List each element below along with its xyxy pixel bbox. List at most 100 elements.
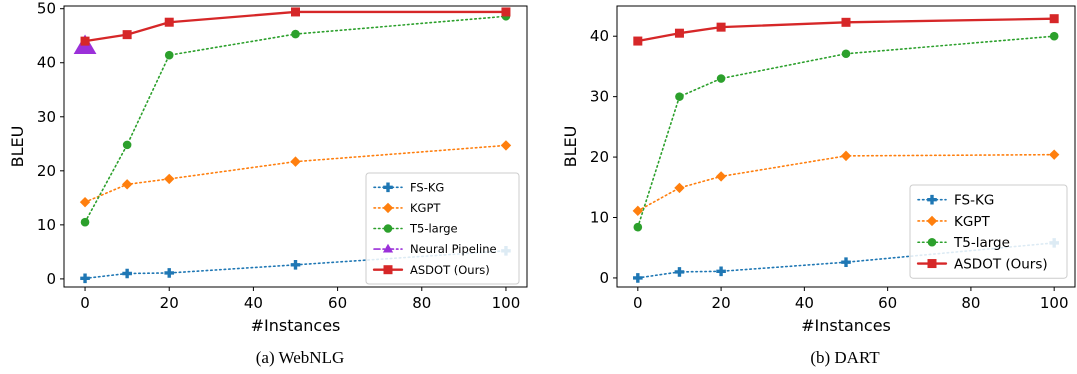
chart-panel-1: 0 20 40 60 80 100 0 10 20 30 40 50 #Instances BLEU (a)… <box>8 0 528 367</box>
data-point-kgpt <box>290 156 301 167</box>
data-point-t5-large <box>716 74 726 83</box>
legend-marker-asdot-ours <box>383 265 393 275</box>
data-point-kgpt <box>632 205 644 217</box>
legend-label: KGPT <box>954 214 990 230</box>
x-axis-label: #Instances <box>251 316 341 335</box>
data-point-fs-kg <box>290 260 301 270</box>
panel-caption: (b) DART <box>810 348 880 367</box>
y-tick-label: 20 <box>37 162 56 180</box>
x-tick-label: 40 <box>244 294 263 312</box>
chart-panel-2: 0 20 40 60 80 100 0 10 20 30 40 #Instances BLEU (b) D… <box>561 5 1076 367</box>
x-tick-label: 80 <box>412 294 431 312</box>
x-tick-label: 20 <box>160 294 179 312</box>
data-point-asdot-ours <box>122 30 132 40</box>
data-point-asdot-ours <box>716 22 726 32</box>
data-point-asdot-ours <box>841 17 851 27</box>
y-tick-label: 0 <box>46 270 56 288</box>
data-point-kgpt <box>79 196 91 208</box>
legend-label: Neural Pipeline <box>410 242 497 256</box>
data-point-kgpt <box>715 171 727 182</box>
y-tick-label: 20 <box>590 148 609 166</box>
series-kgpt <box>79 140 512 208</box>
data-point-fs-kg <box>122 268 132 279</box>
series-t5-large <box>633 31 1059 232</box>
series-line-fs-kg <box>84 249 507 280</box>
data-point-asdot-ours <box>80 36 90 46</box>
data-point-t5-large <box>1049 31 1059 41</box>
legend-marker-asdot-ours <box>927 259 937 269</box>
data-point-fs-kg <box>164 268 175 278</box>
series-asdot-ours <box>633 14 1059 46</box>
series-line-t5-large <box>637 35 1055 228</box>
x-tick-label: 40 <box>795 294 814 312</box>
legend-box <box>365 172 520 285</box>
legend: FS-KG KGPT T5-large ASDOT (Ours) <box>909 184 1068 279</box>
x-tick-label: 0 <box>80 294 90 312</box>
x-tick-label: 20 <box>712 294 731 312</box>
legend-label: FS-KG <box>410 180 444 194</box>
data-point-asdot-ours <box>1049 14 1059 24</box>
data-point-kgpt <box>164 173 175 185</box>
y-tick-label: 40 <box>590 27 609 45</box>
x-tick-label: 100 <box>492 294 521 312</box>
legend-label: ASDOT (Ours) <box>410 263 490 277</box>
legend-marker-fs-kg <box>383 182 393 193</box>
y-tick-label: 40 <box>37 54 56 72</box>
axes-frame <box>616 5 1076 288</box>
legend-label: ASDOT (Ours) <box>954 256 1048 272</box>
legend-label: FS-KG <box>954 193 994 209</box>
data-point-kgpt <box>840 150 852 162</box>
data-point-kgpt <box>1048 149 1060 160</box>
data-point-fs-kg <box>841 257 851 268</box>
legend-marker-t5-large <box>383 224 393 233</box>
panel-caption: (a) WebNLG <box>256 348 344 367</box>
data-point-t5-large <box>164 50 174 60</box>
data-point-fs-kg <box>716 266 726 277</box>
series-asdot-ours <box>80 7 511 46</box>
data-point-t5-large <box>841 49 851 59</box>
legend: FS-KG KGPT T5-large Neural Pipeline ASDOT (O… <box>365 172 520 285</box>
y-tick-label: 30 <box>37 108 56 126</box>
data-point-asdot-ours <box>501 7 511 17</box>
axes-frame <box>63 5 528 288</box>
data-point-t5-large <box>122 140 132 150</box>
series-kgpt <box>632 149 1060 217</box>
legend-marker-fs-kg <box>927 194 937 205</box>
data-point-asdot-ours <box>674 28 684 38</box>
legend-label: T5-large <box>953 235 1010 251</box>
data-point-fs-kg <box>674 267 685 277</box>
data-point-fs-kg <box>80 273 90 284</box>
y-tick-label: 50 <box>37 0 56 18</box>
data-point-kgpt <box>121 179 133 190</box>
x-tick-label: 60 <box>878 294 897 312</box>
data-point-kgpt <box>500 140 512 151</box>
data-point-asdot-ours <box>291 7 300 17</box>
legend-box <box>909 184 1068 279</box>
data-point-fs-kg <box>633 273 643 283</box>
legend-marker-kgpt <box>382 202 394 214</box>
data-point-t5-large <box>291 29 300 39</box>
data-point-asdot-ours <box>633 36 643 46</box>
series-line-t5-large <box>84 15 507 223</box>
x-tick-label: 100 <box>1040 294 1069 312</box>
legend-label: T5-large <box>409 222 458 236</box>
data-point-asdot-ours <box>164 17 174 27</box>
data-point-kgpt <box>674 182 685 194</box>
legend-marker-kgpt <box>926 215 938 227</box>
x-axis-label: #Instances <box>801 316 891 335</box>
y-tick-label: 10 <box>37 216 56 234</box>
x-tick-label: 0 <box>633 294 643 312</box>
y-axis-label: BLEU <box>8 126 27 168</box>
data-point-t5-large <box>675 92 684 101</box>
legend-marker-neural-pipeline <box>382 243 394 253</box>
y-tick-label: 30 <box>590 88 609 106</box>
legend-label: KGPT <box>410 201 441 215</box>
data-point-t5-large <box>633 222 643 232</box>
data-point-t5-large <box>80 217 90 227</box>
y-axis-label: BLEU <box>561 126 580 168</box>
y-tick-label: 10 <box>590 209 609 227</box>
legend-marker-t5-large <box>927 237 937 247</box>
x-tick-label: 60 <box>328 294 347 312</box>
y-tick-label: 0 <box>599 269 609 287</box>
